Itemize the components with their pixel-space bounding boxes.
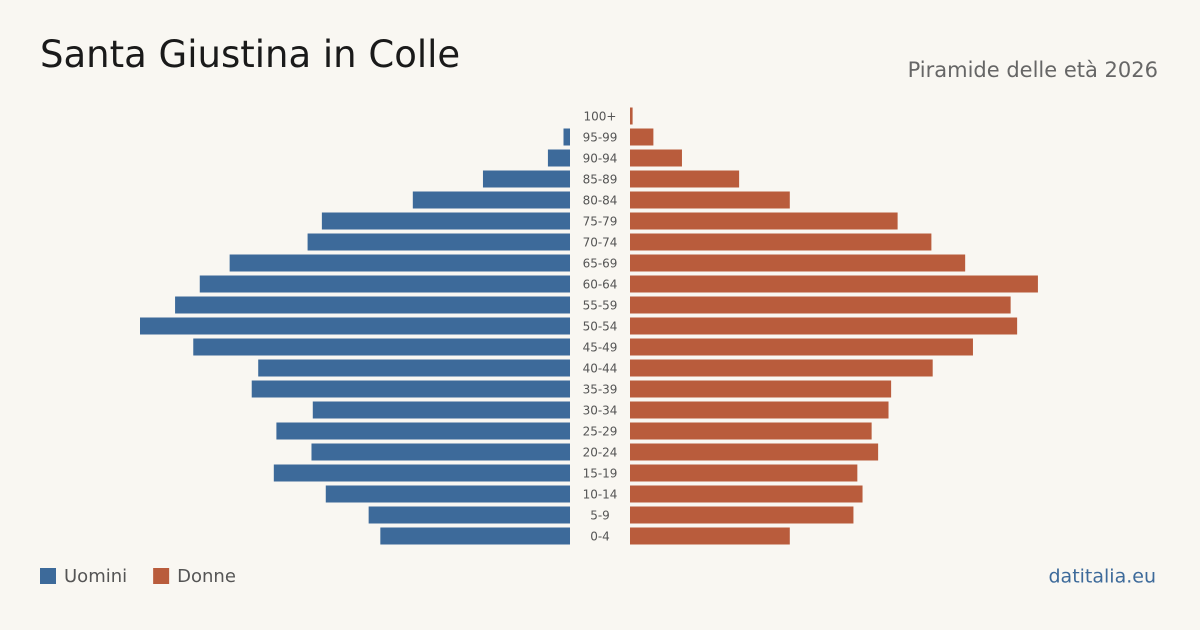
- bar: [193, 338, 571, 356]
- age-label: 20-24: [583, 446, 618, 460]
- age-label: 55-59: [583, 299, 618, 313]
- age-label: 65-69: [583, 257, 618, 271]
- age-label: 80-84: [583, 194, 618, 208]
- age-label: 100+: [584, 110, 617, 124]
- bar: [630, 443, 879, 461]
- bar: [630, 338, 973, 356]
- age-label: 0-4: [590, 530, 610, 544]
- bar: [630, 212, 898, 230]
- bar: [140, 317, 570, 335]
- legend-label: Uomini: [64, 566, 127, 587]
- bar: [630, 128, 654, 146]
- bar: [630, 107, 633, 125]
- bar: [630, 275, 1038, 293]
- age-label: 15-19: [583, 467, 618, 481]
- bar: [630, 149, 682, 167]
- age-label: 95-99: [583, 131, 618, 145]
- age-label: 90-94: [583, 152, 618, 166]
- bar: [380, 527, 570, 545]
- age-label: 30-34: [583, 404, 618, 418]
- legend-label: Donne: [177, 566, 236, 587]
- bar: [630, 527, 790, 545]
- age-label: 10-14: [583, 488, 618, 502]
- bar: [258, 359, 570, 377]
- bar: [630, 359, 933, 377]
- chart-subtitle: Piramide delle età 2026: [908, 58, 1158, 82]
- bar: [273, 464, 570, 482]
- bar: [276, 422, 570, 440]
- age-label: 75-79: [583, 215, 618, 229]
- bar: [630, 191, 790, 209]
- bar: [630, 254, 966, 272]
- bar: [199, 275, 570, 293]
- bar: [229, 254, 571, 272]
- bar: [307, 233, 570, 251]
- legend-swatch: [153, 568, 170, 584]
- bar: [630, 506, 854, 524]
- age-label: 45-49: [583, 341, 618, 355]
- bar: [251, 380, 571, 398]
- bar: [482, 170, 570, 188]
- bar: [547, 149, 570, 167]
- age-label: 85-89: [583, 173, 618, 187]
- age-label: 70-74: [583, 236, 618, 250]
- bar: [563, 128, 570, 146]
- bar: [311, 443, 570, 461]
- bar: [325, 485, 570, 503]
- bar: [630, 296, 1011, 314]
- chart-title: Santa Giustina in Colle: [40, 33, 460, 76]
- age-label: 50-54: [583, 320, 618, 334]
- bar: [630, 422, 872, 440]
- bar: [630, 233, 932, 251]
- bar: [630, 464, 858, 482]
- age-label: 60-64: [583, 278, 618, 292]
- bar: [630, 317, 1018, 335]
- bar: [630, 170, 740, 188]
- bar: [175, 296, 570, 314]
- bar: [321, 212, 570, 230]
- bar: [630, 380, 892, 398]
- age-label: 5-9: [590, 509, 610, 523]
- age-label: 40-44: [583, 362, 618, 376]
- bar: [312, 401, 570, 419]
- age-label: 25-29: [583, 425, 618, 439]
- source: datitalia.eu: [1049, 566, 1157, 588]
- legend-swatch: [40, 568, 56, 584]
- bar: [630, 485, 863, 503]
- bar: [368, 506, 570, 524]
- bar: [630, 401, 889, 419]
- bar: [412, 191, 570, 209]
- age-label: 35-39: [583, 383, 618, 397]
